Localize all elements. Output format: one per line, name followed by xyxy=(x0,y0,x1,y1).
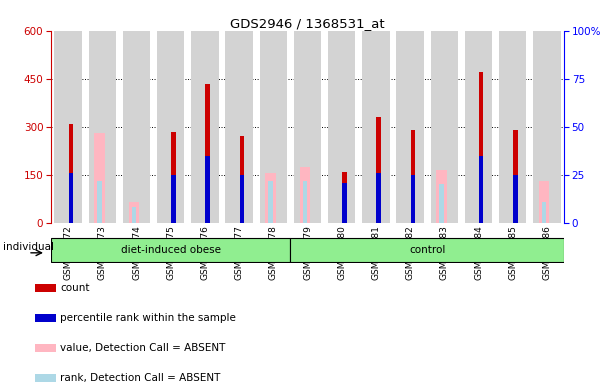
Bar xyxy=(265,173,276,223)
Bar xyxy=(533,31,560,223)
Bar xyxy=(131,207,136,223)
Text: rank, Detection Call = ABSENT: rank, Detection Call = ABSENT xyxy=(60,373,221,383)
Bar xyxy=(290,237,564,262)
Bar xyxy=(513,175,518,223)
Bar xyxy=(55,31,82,223)
Bar xyxy=(499,31,526,223)
Bar xyxy=(342,183,347,223)
Text: percentile rank within the sample: percentile rank within the sample xyxy=(60,313,236,323)
Bar xyxy=(268,181,273,223)
Bar xyxy=(191,31,218,223)
Bar xyxy=(205,156,210,223)
Bar xyxy=(35,284,56,292)
Bar xyxy=(68,173,73,223)
Bar xyxy=(539,181,550,223)
Bar xyxy=(123,31,150,223)
Bar xyxy=(302,181,307,223)
Bar xyxy=(35,374,56,382)
Bar xyxy=(171,131,176,223)
Bar xyxy=(239,136,244,223)
Bar xyxy=(542,202,547,223)
Title: GDS2946 / 1368531_at: GDS2946 / 1368531_at xyxy=(230,17,385,30)
Bar xyxy=(239,175,244,223)
Bar xyxy=(294,31,321,223)
Bar xyxy=(465,31,492,223)
Bar xyxy=(35,344,56,352)
Text: value, Detection Call = ABSENT: value, Detection Call = ABSENT xyxy=(60,343,226,353)
Bar xyxy=(410,175,415,223)
Bar xyxy=(68,124,73,223)
Bar xyxy=(299,167,310,223)
Bar xyxy=(35,314,56,322)
Bar xyxy=(376,173,381,223)
Bar xyxy=(436,170,447,223)
Bar xyxy=(362,31,389,223)
Bar xyxy=(97,181,102,223)
Bar xyxy=(171,175,176,223)
Bar xyxy=(94,133,105,223)
Bar xyxy=(376,117,381,223)
Bar xyxy=(410,130,415,223)
Bar xyxy=(342,172,347,223)
Bar xyxy=(479,156,484,223)
Bar xyxy=(397,31,424,223)
Bar xyxy=(479,72,484,223)
Text: individual: individual xyxy=(2,242,53,252)
Bar xyxy=(128,202,139,223)
Text: control: control xyxy=(409,245,445,255)
Bar xyxy=(205,84,210,223)
Bar xyxy=(157,31,184,223)
Text: count: count xyxy=(60,283,89,293)
Bar xyxy=(328,31,355,223)
Bar xyxy=(431,31,458,223)
Bar xyxy=(439,184,444,223)
Bar xyxy=(51,237,290,262)
Text: diet-induced obese: diet-induced obese xyxy=(121,245,221,255)
Bar xyxy=(226,31,253,223)
Bar xyxy=(89,31,116,223)
Bar xyxy=(260,31,287,223)
Bar xyxy=(513,130,518,223)
